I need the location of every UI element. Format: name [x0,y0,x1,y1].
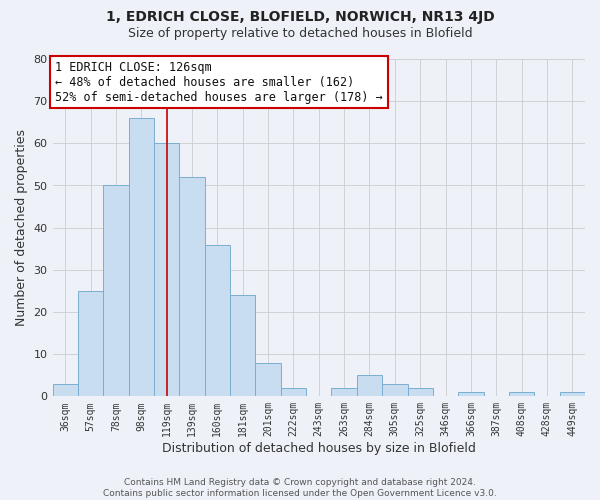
Bar [128,118,154,396]
Text: Contains HM Land Registry data © Crown copyright and database right 2024.
Contai: Contains HM Land Registry data © Crown c… [103,478,497,498]
Bar [78,291,103,397]
Bar [509,392,534,396]
X-axis label: Distribution of detached houses by size in Blofield: Distribution of detached houses by size … [162,442,476,455]
Bar [331,388,357,396]
Text: 1 EDRICH CLOSE: 126sqm
← 48% of detached houses are smaller (162)
52% of semi-de: 1 EDRICH CLOSE: 126sqm ← 48% of detached… [55,60,383,104]
Bar [357,375,382,396]
Bar [103,186,128,396]
Text: 1, EDRICH CLOSE, BLOFIELD, NORWICH, NR13 4JD: 1, EDRICH CLOSE, BLOFIELD, NORWICH, NR13… [106,10,494,24]
Bar [458,392,484,396]
Bar [154,144,179,396]
Bar [281,388,306,396]
Bar [230,295,256,396]
Bar [53,384,78,396]
Bar [407,388,433,396]
Bar [205,244,230,396]
Bar [179,177,205,396]
Bar [382,384,407,396]
Bar [256,362,281,396]
Bar [560,392,585,396]
Text: Size of property relative to detached houses in Blofield: Size of property relative to detached ho… [128,28,472,40]
Y-axis label: Number of detached properties: Number of detached properties [15,129,28,326]
